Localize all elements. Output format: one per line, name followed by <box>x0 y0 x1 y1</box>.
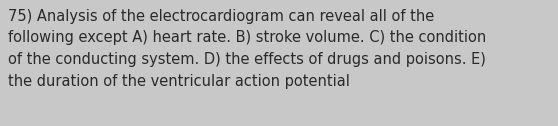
Text: 75) Analysis of the electrocardiogram can reveal all of the
following except A) : 75) Analysis of the electrocardiogram ca… <box>8 9 487 89</box>
